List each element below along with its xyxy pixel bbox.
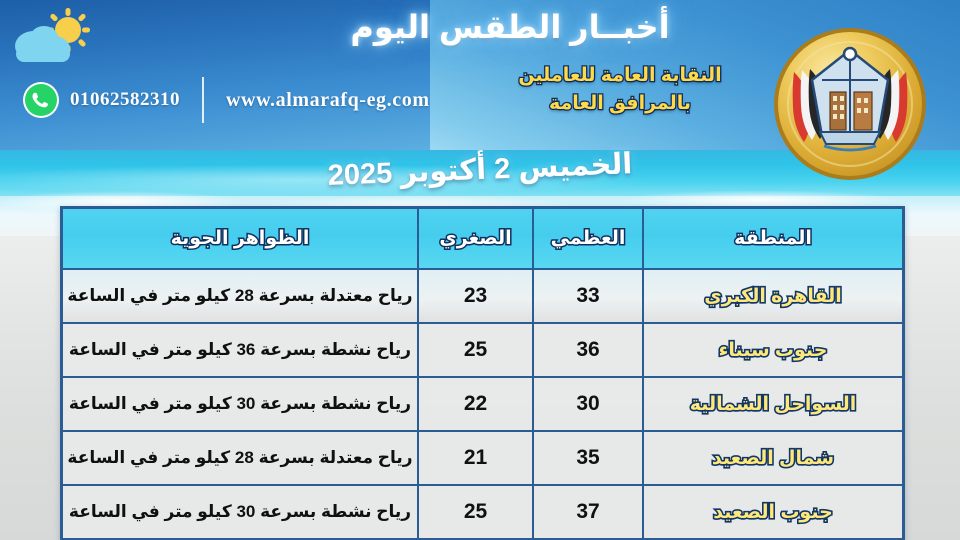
cell-conditions: رياح معتدلة بسرعة 28 كيلو متر في الساعة [63, 432, 417, 484]
website-url[interactable]: www.almarafq-eg.com [226, 88, 430, 111]
column-header-region: المنطقة [642, 209, 902, 268]
max-temp-value: 35 [576, 446, 600, 469]
phone-number[interactable]: 01062582310 [70, 89, 180, 110]
cell-max-temp: 36 [532, 324, 642, 376]
region-label: القاهرة الكبري [703, 284, 844, 308]
cell-min-temp: 22 [417, 378, 532, 430]
column-header-conditions-label: الظواهر الجوية [169, 227, 311, 251]
column-header-conditions: الظواهر الجوية [63, 209, 417, 268]
table-row: جنوب الصعيد 37 25 رياح نشطة بسرعة 30 كيل… [63, 486, 902, 538]
union-emblem-logo [770, 24, 930, 184]
region-label: جنوب سيناء [717, 338, 829, 362]
cell-min-temp: 25 [417, 324, 532, 376]
column-header-min: الصغري [417, 209, 532, 268]
cell-conditions: رياح نشطة بسرعة 30 كيلو متر في الساعة [63, 486, 417, 538]
cell-conditions: رياح معتدلة بسرعة 28 كيلو متر في الساعة [63, 270, 417, 322]
organization-name: النقابة العامة للعاملين بالمرافق العامة [470, 62, 770, 117]
max-temp-value: 37 [576, 500, 600, 523]
cell-region: القاهرة الكبري [642, 270, 902, 322]
cell-region: جنوب الصعيد [642, 486, 902, 538]
cell-region: جنوب سيناء [642, 324, 902, 376]
weather-table: المنطقة العظمي الصغري الظواهر الجوية الق… [60, 206, 905, 540]
column-header-region-label: المنطقة [733, 227, 814, 251]
cell-max-temp: 37 [532, 486, 642, 538]
table-header-row: المنطقة العظمي الصغري الظواهر الجوية [63, 209, 902, 270]
cell-min-temp: 23 [417, 270, 532, 322]
cell-max-temp: 30 [532, 378, 642, 430]
cell-region: شمال الصعيد [642, 432, 902, 484]
cell-conditions: رياح نشطة بسرعة 36 كيلو متر في الساعة [63, 324, 417, 376]
cell-max-temp: 33 [532, 270, 642, 322]
min-temp-value: 25 [463, 338, 488, 361]
min-temp-value: 22 [463, 392, 488, 415]
column-header-min-label: الصغري [438, 227, 513, 251]
sun-behind-cloud-icon [10, 8, 102, 66]
contact-bar: 01062582310 www.almarafq-eg.com [22, 77, 430, 123]
max-temp-value: 30 [576, 392, 600, 415]
conditions-text: رياح نشطة بسرعة 36 كيلو متر في الساعة [68, 340, 412, 359]
conditions-text: رياح معتدلة بسرعة 28 كيلو متر في الساعة [67, 448, 413, 467]
cell-region: السواحل الشمالية [642, 378, 902, 430]
column-header-max: العظمي [532, 209, 642, 268]
contact-divider [202, 77, 204, 123]
max-temp-value: 33 [576, 284, 600, 307]
column-header-max-label: العظمي [549, 227, 627, 251]
min-temp-value: 23 [463, 284, 488, 307]
conditions-text: رياح نشطة بسرعة 30 كيلو متر في الساعة [68, 394, 412, 413]
min-temp-value: 21 [463, 446, 488, 469]
conditions-text: رياح نشطة بسرعة 30 كيلو متر في الساعة [68, 502, 412, 521]
page-title: أخبــار الطقس اليوم [350, 9, 670, 45]
conditions-text: رياح معتدلة بسرعة 28 كيلو متر في الساعة [67, 286, 413, 305]
min-temp-value: 25 [463, 500, 488, 523]
max-temp-value: 36 [576, 338, 600, 361]
organization-line-2: بالمرافق العامة [548, 91, 693, 115]
organization-line-1: النقابة العامة للعاملين [517, 64, 723, 88]
cell-min-temp: 25 [417, 486, 532, 538]
table-row: القاهرة الكبري 33 23 رياح معتدلة بسرعة 2… [63, 270, 902, 324]
table-row: جنوب سيناء 36 25 رياح نشطة بسرعة 36 كيلو… [63, 324, 902, 378]
table-row: السواحل الشمالية 30 22 رياح نشطة بسرعة 3… [63, 378, 902, 432]
whatsapp-icon[interactable] [22, 81, 60, 119]
cell-max-temp: 35 [532, 432, 642, 484]
region-label: شمال الصعيد [710, 446, 835, 470]
table-row: شمال الصعيد 35 21 رياح معتدلة بسرعة 28 ك… [63, 432, 902, 486]
cell-conditions: رياح نشطة بسرعة 30 كيلو متر في الساعة [63, 378, 417, 430]
cell-min-temp: 21 [417, 432, 532, 484]
region-label: جنوب الصعيد [712, 500, 835, 524]
region-label: السواحل الشمالية [688, 392, 858, 416]
